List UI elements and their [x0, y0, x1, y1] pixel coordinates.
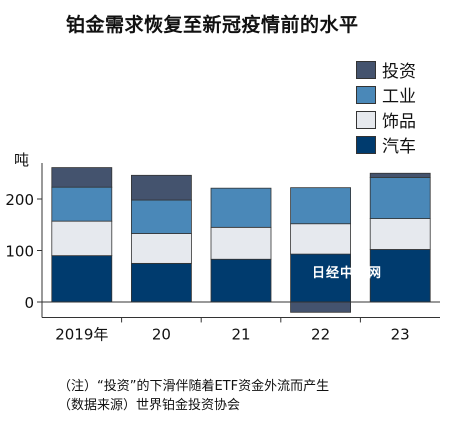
legend-label-automotive: 汽车 [382, 137, 416, 157]
bar-automotive [51, 255, 113, 303]
y-axis-label: 吨 [14, 151, 29, 169]
chart-title: 铂金需求恢复至新冠疫情前的水平 [66, 14, 359, 36]
legend-swatch-industrial [356, 85, 376, 104]
x-tick-label: 21 [231, 325, 250, 343]
bar-industrial [210, 187, 272, 228]
bar-industrial [51, 186, 113, 222]
bar-industrial [369, 176, 431, 219]
y-tick-label: 200 [5, 191, 34, 209]
y-tick-label: 0 [24, 294, 34, 312]
bar-automotive [130, 262, 192, 303]
bar-investment [290, 301, 352, 313]
bar-industrial [290, 187, 352, 225]
legend-swatch-jewelry [356, 110, 376, 129]
bar-investment [369, 172, 431, 178]
bar-investment [130, 174, 192, 201]
legend-label-jewelry: 饰品 [382, 112, 416, 132]
legend-swatch-investment [356, 60, 376, 79]
bar-automotive [290, 253, 352, 303]
watermark: 日经中文网 [312, 266, 383, 281]
x-tick-label: 2019年 [55, 325, 108, 343]
legend-label-industrial: 工业 [382, 87, 416, 107]
bar-jewelry [51, 220, 113, 257]
y-tick-label: 100 [5, 243, 34, 261]
legend: 投资 工业 饰品 汽车 [356, 58, 416, 158]
bar-industrial [130, 199, 192, 234]
legend-swatch-automotive [356, 135, 376, 154]
bar-jewelry [369, 218, 431, 250]
x-tick-label: 23 [391, 325, 410, 343]
legend-item-investment: 投资 [356, 58, 416, 82]
x-tick-label: 20 [152, 325, 171, 343]
legend-item-automotive: 汽车 [356, 133, 416, 157]
legend-item-jewelry: 饰品 [356, 108, 416, 132]
bar-jewelry [210, 226, 272, 260]
bar-jewelry [290, 223, 352, 255]
bar-jewelry [130, 233, 192, 264]
bar-automotive [210, 258, 272, 303]
source-note: （数据来源）世界铂金投资协会 [58, 398, 241, 413]
legend-item-industrial: 工业 [356, 83, 416, 107]
legend-label-investment: 投资 [382, 62, 416, 82]
bar-investment [51, 167, 113, 188]
x-tick-label: 22 [311, 325, 330, 343]
footnote: （注）“投资”的下滑伴随着ETF资金外流而产生 [58, 379, 330, 394]
